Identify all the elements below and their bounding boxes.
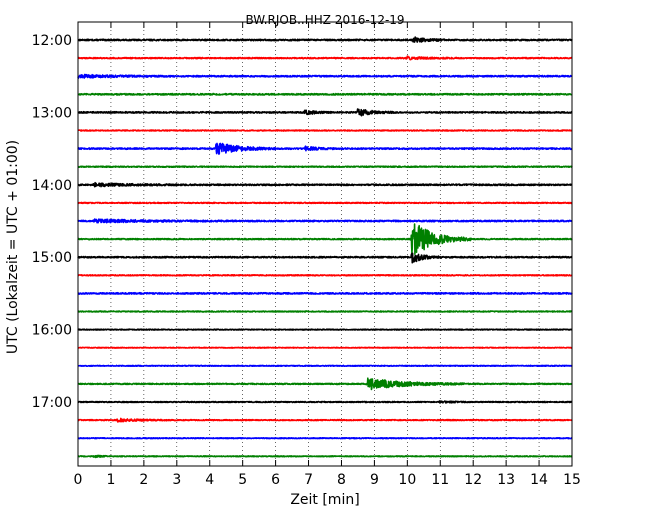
x-tick-label: 7 [304, 472, 313, 488]
trace-line [77, 436, 573, 440]
x-tick-label: 5 [238, 472, 247, 488]
y-tick-label: 15:00 [32, 250, 72, 266]
y-axis-ticks: 12:00 13:00 14:00 15:00 16:00 17:00 [32, 33, 572, 411]
y-tick-label: 13:00 [32, 105, 72, 121]
x-tick-label: 9 [370, 472, 379, 488]
trace-line [77, 223, 573, 256]
chart-title: BW.RJOB..HHZ 2016-12-19 [245, 13, 404, 27]
trace-line [77, 328, 573, 331]
trace-line [77, 92, 573, 96]
x-axis-ticks: 0 1 2 3 4 5 6 7 8 9 10 11 12 13 14 15 [74, 22, 581, 488]
trace-line [77, 400, 573, 404]
x-tick-label: 8 [337, 472, 346, 488]
seismogram-traces [77, 36, 573, 459]
trace-line [77, 377, 573, 391]
x-tick-label: 4 [205, 472, 214, 488]
y-tick-label: 17:00 [32, 395, 72, 411]
trace-line [77, 252, 573, 264]
trace-line [77, 274, 573, 277]
x-tick-label: 11 [431, 472, 449, 488]
y-tick-label: 14:00 [32, 178, 72, 194]
trace-line [77, 346, 573, 349]
trace-line [77, 417, 573, 423]
x-tick-label: 2 [139, 472, 148, 488]
trace-line [77, 181, 573, 188]
y-tick-label: 12:00 [32, 33, 72, 49]
trace-line [77, 364, 573, 368]
x-tick-label: 14 [530, 472, 548, 488]
trace-line [77, 454, 573, 459]
trace-line [77, 310, 573, 313]
x-tick-label: 13 [497, 472, 515, 488]
trace-line [77, 73, 573, 79]
trace-line [77, 201, 573, 205]
x-tick-label: 6 [271, 472, 280, 488]
x-tick-label: 12 [464, 472, 482, 488]
x-axis-label: Zeit [min] [290, 492, 359, 508]
x-tick-label: 3 [172, 472, 181, 488]
trace-line [77, 291, 573, 295]
y-tick-label: 16:00 [32, 323, 72, 339]
trace-line [77, 218, 573, 224]
trace-line [77, 55, 573, 61]
grid-lines [110, 22, 540, 466]
trace-line [77, 165, 573, 169]
plot-frame [77, 21, 573, 467]
y-axis-label: UTC (Lokalzeit = UTC + 01:00) [5, 140, 21, 354]
x-tick-label: 0 [74, 472, 83, 488]
trace-line [77, 142, 573, 155]
x-tick-label: 15 [563, 472, 581, 488]
trace-line [77, 108, 573, 117]
x-tick-label: 10 [398, 472, 416, 488]
trace-line [77, 129, 573, 132]
trace-line [77, 36, 573, 43]
x-tick-label: 1 [106, 472, 115, 488]
